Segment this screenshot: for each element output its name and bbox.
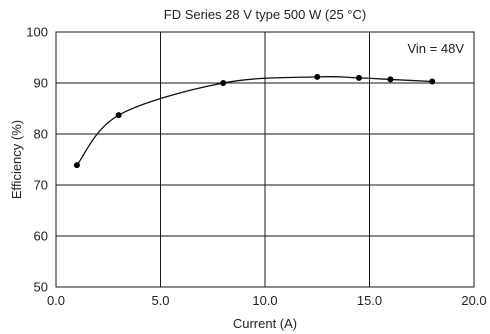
data-point bbox=[115, 112, 122, 119]
x-tick-label: 5.0 bbox=[151, 293, 169, 308]
y-tick-label: 60 bbox=[34, 229, 48, 244]
y-tick-label: 100 bbox=[26, 25, 48, 40]
y-tick-label: 90 bbox=[34, 76, 48, 91]
plot-frame bbox=[55, 31, 475, 288]
data-point bbox=[356, 74, 363, 81]
x-tick-label: 10.0 bbox=[252, 293, 277, 308]
y-tick-label: 80 bbox=[34, 127, 48, 142]
y-axis-label: Efficiency (%) bbox=[9, 120, 24, 199]
vin-annotation: Vin = 48V bbox=[407, 41, 464, 56]
y-tick-label: 70 bbox=[34, 178, 48, 193]
data-point bbox=[73, 162, 80, 169]
data-point bbox=[314, 73, 321, 80]
data-point bbox=[220, 80, 227, 86]
data-points bbox=[73, 73, 436, 169]
chart-title: FD Series 28 V type 500 W (25 °C) bbox=[164, 7, 366, 22]
x-axis-label: Current (A) bbox=[233, 316, 297, 331]
x-tick-label: 20.0 bbox=[461, 293, 486, 308]
x-tick-label: 0.0 bbox=[47, 293, 65, 308]
grid bbox=[56, 32, 474, 287]
x-tick-label: 15.0 bbox=[357, 293, 382, 308]
efficiency-series-line bbox=[76, 75, 433, 166]
y-tick-label: 50 bbox=[34, 280, 48, 295]
data-point bbox=[429, 78, 436, 85]
tick-labels: 0.0 5.0 10.0 15.0 20.0 50 60 70 80 90 100 bbox=[26, 25, 486, 309]
data-point bbox=[387, 76, 394, 83]
